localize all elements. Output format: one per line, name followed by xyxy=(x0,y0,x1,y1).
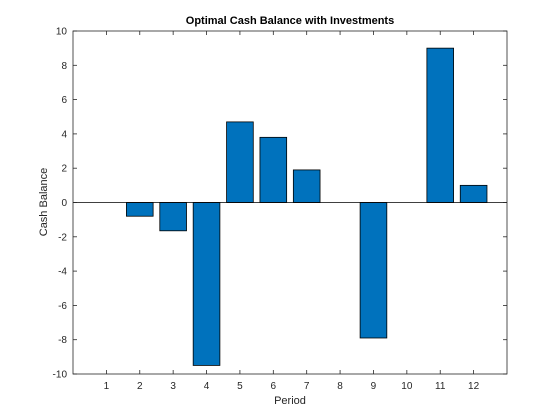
y-tick-label: 10 xyxy=(56,27,68,38)
bar-period-12 xyxy=(459,184,488,203)
x-tick-label: 11 xyxy=(435,381,446,392)
x-axis-ticks: 1 2 3 4 5 6 7 8 9 10 11 12 xyxy=(104,31,480,392)
y-tick-label: 4 xyxy=(61,129,67,140)
y-tick-label: -2 xyxy=(58,232,67,243)
y-tick-label: -4 xyxy=(58,267,67,278)
x-tick-label: 9 xyxy=(371,381,377,392)
x-tick-label: 2 xyxy=(137,381,143,392)
bar-period-5 xyxy=(226,121,254,203)
bar-period-9 xyxy=(359,202,388,339)
y-tick-label: 0 xyxy=(61,198,67,209)
x-tick-label: 6 xyxy=(271,381,277,392)
x-tick-label: 7 xyxy=(304,381,310,392)
x-tick-label: 3 xyxy=(170,381,176,392)
y-axis-label: Cash Balance xyxy=(38,168,50,237)
chart-title: Optimal Cash Balance with Investments xyxy=(186,15,394,27)
x-tick-label: 5 xyxy=(237,381,243,392)
x-tick-label: 12 xyxy=(468,381,480,392)
y-tick-label: 6 xyxy=(61,95,67,106)
y-tick-label: -10 xyxy=(53,370,68,381)
x-tick-label: 4 xyxy=(204,381,210,392)
bars-group xyxy=(126,47,488,366)
bar-period-6 xyxy=(259,136,288,203)
y-tick-label: -6 xyxy=(58,301,67,312)
bar-period-3 xyxy=(159,202,187,232)
y-tick-label: 2 xyxy=(61,164,67,175)
x-tick-label: 10 xyxy=(401,381,413,392)
y-axis-ticks: -10 -8 -6 -4 -2 0 2 4 6 8 10 xyxy=(53,27,507,381)
bar-period-4 xyxy=(192,202,221,366)
x-axis-label: Period xyxy=(274,395,306,407)
bar-period-2 xyxy=(126,202,154,217)
bar-period-7 xyxy=(292,169,321,203)
bar-period-11 xyxy=(426,47,454,203)
y-tick-label: -8 xyxy=(58,335,67,346)
y-tick-label: 8 xyxy=(61,61,67,72)
x-tick-label: 1 xyxy=(104,381,110,392)
x-tick-label: 8 xyxy=(337,381,343,392)
